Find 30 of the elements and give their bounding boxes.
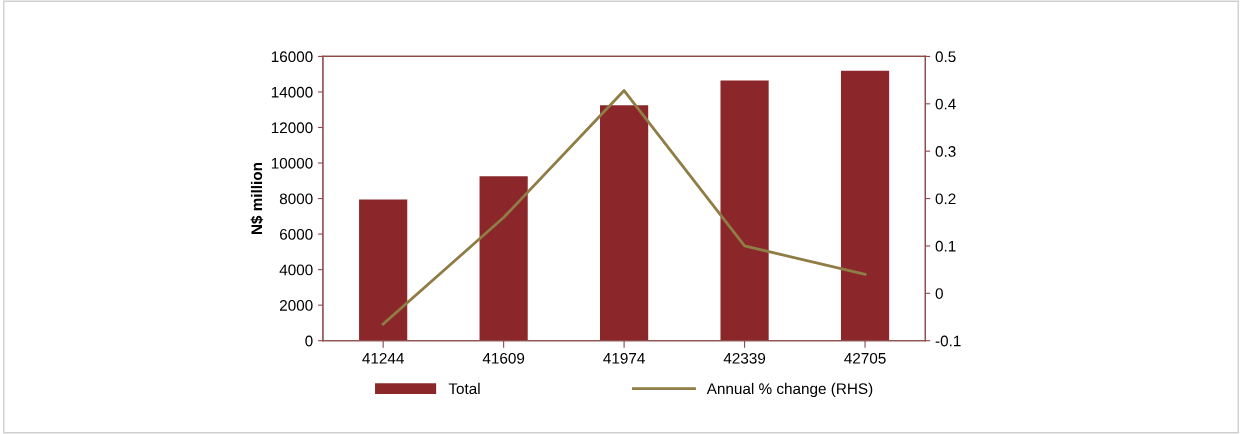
bar — [720, 80, 769, 341]
y-tick-label: 16000 — [271, 51, 313, 63]
x-tick-label: 41609 — [482, 352, 525, 364]
x-tick-label: 41974 — [603, 352, 645, 364]
y-tick-label: 12000 — [271, 122, 313, 134]
x-tick-label: 42339 — [723, 352, 766, 364]
y2-tick-label: 0.2 — [935, 193, 956, 205]
bar — [359, 199, 408, 341]
y-tick-label: 0 — [305, 335, 313, 347]
bar — [600, 105, 649, 341]
y2-tick-label: 0.3 — [935, 146, 956, 157]
y2-tick-label: 0.5 — [935, 51, 956, 63]
y2-tick-label: 0.1 — [935, 240, 956, 252]
legend-label: Annual % change (RHS) — [706, 382, 873, 398]
y2-tick-label: 0.4 — [935, 98, 956, 110]
line-series — [381, 89, 867, 326]
y-tick-label: 2000 — [279, 300, 313, 311]
y2-tick-label: -0.1 — [935, 335, 961, 347]
bar — [479, 176, 528, 341]
y-tick-label: 14000 — [271, 86, 313, 98]
y-axis-title: N$ million — [250, 163, 264, 235]
x-tick-label: 41244 — [362, 352, 404, 364]
x-tick-label: 42705 — [844, 352, 886, 364]
y-tick-label: 6000 — [279, 228, 313, 240]
y-tick-label: 10000 — [271, 157, 313, 169]
y2-tick-label: 0 — [935, 288, 943, 299]
bar — [840, 70, 890, 341]
y-tick-label: 8000 — [279, 193, 313, 205]
y-tick-label: 4000 — [279, 264, 313, 276]
legend-label: Total — [448, 382, 480, 395]
